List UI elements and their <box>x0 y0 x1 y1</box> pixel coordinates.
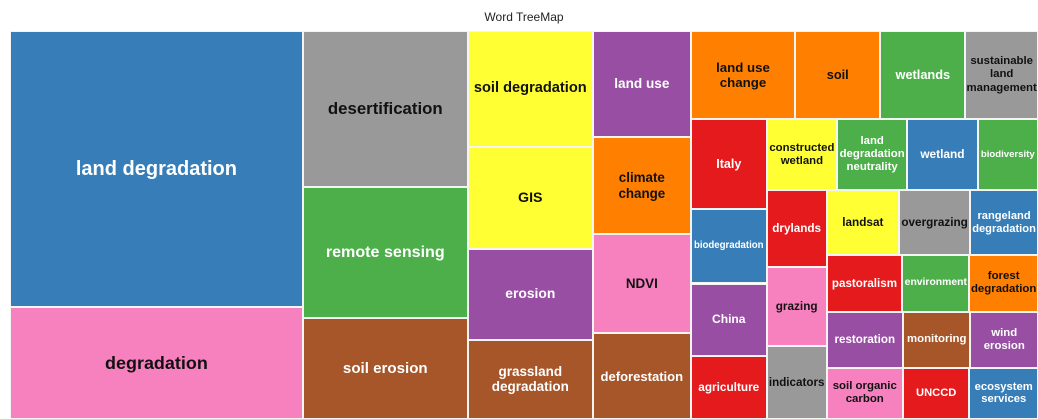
treemap-cell: Italy <box>690 119 767 209</box>
cell-label: agriculture <box>698 379 760 394</box>
treemap-cell: land use change <box>690 31 796 120</box>
cell-label: land degradation <box>75 157 237 180</box>
treemap-cell: monitoring <box>902 311 971 368</box>
treemap-cell: biodiversity <box>977 119 1038 191</box>
cell-label: erosion <box>505 285 556 302</box>
treemap-cell: environment <box>902 254 970 312</box>
treemap-cell: soil organic carbon <box>826 367 903 419</box>
cell-label: wetland <box>920 146 965 161</box>
cell-label: GIS <box>518 189 543 206</box>
treemap-cell: desertification <box>302 31 468 187</box>
cell-label: grassland degradation <box>491 363 569 395</box>
treemap-cell: deforestation <box>592 333 691 419</box>
cell-label: overgrazing <box>901 215 968 229</box>
cell-label: environment <box>904 277 967 289</box>
cell-label: soil erosion <box>342 359 428 377</box>
treemap-cell: erosion <box>467 248 593 340</box>
cell-label: grazing <box>775 299 818 313</box>
treemap-cell: ecosystem services <box>969 367 1038 419</box>
treemap-cell: climate change <box>592 137 691 235</box>
treemap-cell: landsat <box>826 190 900 255</box>
treemap-cell: GIS <box>467 146 593 249</box>
cell-label: deforestation <box>600 368 684 384</box>
cell-label: remote sensing <box>325 243 445 262</box>
cell-label: soil organic carbon <box>832 380 897 406</box>
treemap-cell: soil <box>795 31 881 120</box>
treemap-cell: land use <box>592 31 691 138</box>
cell-label: sustainable land management <box>966 55 1037 94</box>
treemap-cell: grazing <box>766 267 827 346</box>
cell-label: land use change <box>716 59 770 91</box>
treemap-cell: wind erosion <box>970 311 1038 368</box>
treemap-cell: China <box>690 283 767 356</box>
cell-label: UNCCD <box>915 387 957 400</box>
cell-label: forest degradation <box>970 270 1037 296</box>
cell-label: rangeland degradation <box>972 209 1036 235</box>
cell-label: ecosystem services <box>974 380 1033 406</box>
cell-label: soil degradation <box>473 80 587 97</box>
treemap-cell: rangeland degradation <box>970 190 1038 255</box>
cell-label: soil <box>826 66 849 82</box>
cell-label: pastoralism <box>831 276 898 290</box>
treemap-cell: soil erosion <box>302 317 468 419</box>
cell-label: biodegradation <box>693 240 764 252</box>
treemap-cell: indicators <box>766 345 827 419</box>
treemap-cell: land degradation <box>10 31 303 308</box>
treemap-cell: wetlands <box>880 31 966 120</box>
cell-label: NDVI <box>625 275 658 291</box>
treemap-cell: biodegradation <box>690 208 767 284</box>
chart-title: Word TreeMap <box>484 10 564 24</box>
cell-label: drylands <box>772 221 822 235</box>
cell-label: land use <box>614 76 670 92</box>
cell-label: Italy <box>716 156 742 171</box>
treemap-cell: sustainable land management <box>965 31 1038 120</box>
cell-label: biodiversity <box>980 149 1035 161</box>
cell-label: constructed wetland <box>769 141 835 167</box>
treemap-cell: UNCCD <box>902 367 970 419</box>
treemap-cell: forest degradation <box>969 254 1038 312</box>
cell-label: wetlands <box>895 66 951 82</box>
treemap-cell: degradation <box>10 307 303 419</box>
treemap-cell: NDVI <box>592 234 691 334</box>
cell-label: desertification <box>327 99 443 119</box>
treemap-cell: soil degradation <box>467 31 593 147</box>
treemap-cell: remote sensing <box>302 186 468 318</box>
cell-label: restoration <box>834 333 896 347</box>
treemap-cell: pastoralism <box>826 254 903 312</box>
treemap-cell: restoration <box>826 311 903 368</box>
treemap-cell: grassland degradation <box>467 339 593 419</box>
treemap-cell: constructed wetland <box>766 119 838 191</box>
cell-label: landsat <box>842 215 884 229</box>
cell-label: China <box>712 311 746 326</box>
cell-label: land degradation neutrality <box>839 134 905 174</box>
cell-label: climate change <box>618 170 666 201</box>
cell-label: wind erosion <box>983 326 1025 352</box>
treemap-cell: land degradation neutrality <box>837 119 908 191</box>
treemap-cell: wetland <box>907 119 978 191</box>
cell-label: monitoring <box>907 333 967 346</box>
treemap-cell: overgrazing <box>899 190 971 255</box>
treemap-cell: drylands <box>766 190 827 267</box>
cell-label: indicators <box>768 375 825 389</box>
cell-label: degradation <box>105 352 208 373</box>
treemap-cell: agriculture <box>690 355 767 419</box>
